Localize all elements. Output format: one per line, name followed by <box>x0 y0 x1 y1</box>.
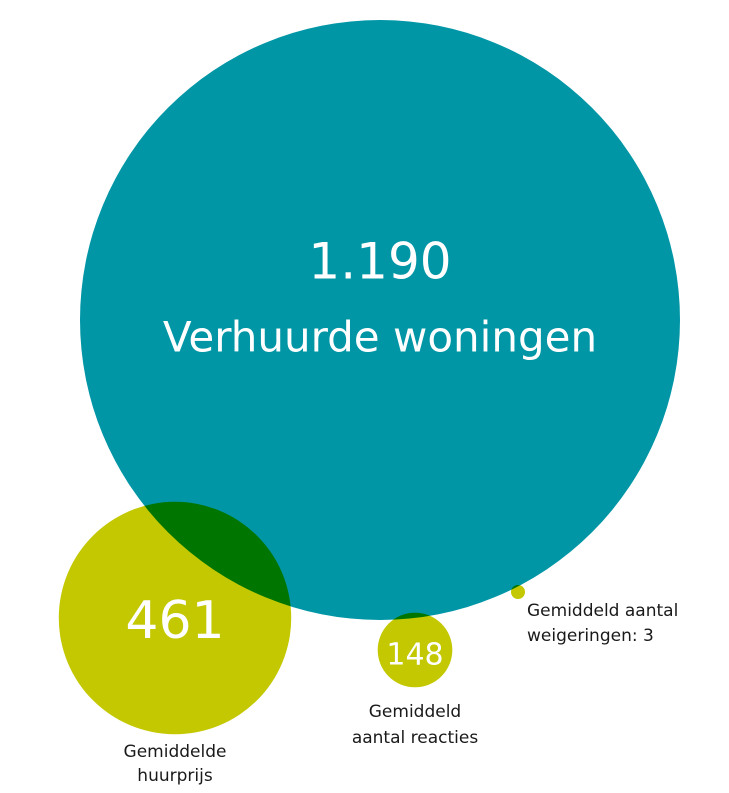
category-label: aantal reacties <box>352 728 479 748</box>
bubble <box>511 585 525 599</box>
category-label: Gemiddeld aantal <box>527 601 678 621</box>
value-label: 1.190 <box>308 233 451 291</box>
category-label: Verhuurde woningen <box>163 313 597 362</box>
category-label: Gemiddeld <box>369 702 461 722</box>
category-label: weigeringen: 3 <box>527 626 654 646</box>
bubble <box>377 612 453 688</box>
bubble <box>58 501 292 735</box>
value-label: 461 <box>125 591 224 651</box>
category-label: huurprijs <box>137 766 213 786</box>
category-label: Gemiddelde <box>124 742 227 762</box>
bubble <box>80 20 680 620</box>
value-label: 148 <box>386 638 443 673</box>
